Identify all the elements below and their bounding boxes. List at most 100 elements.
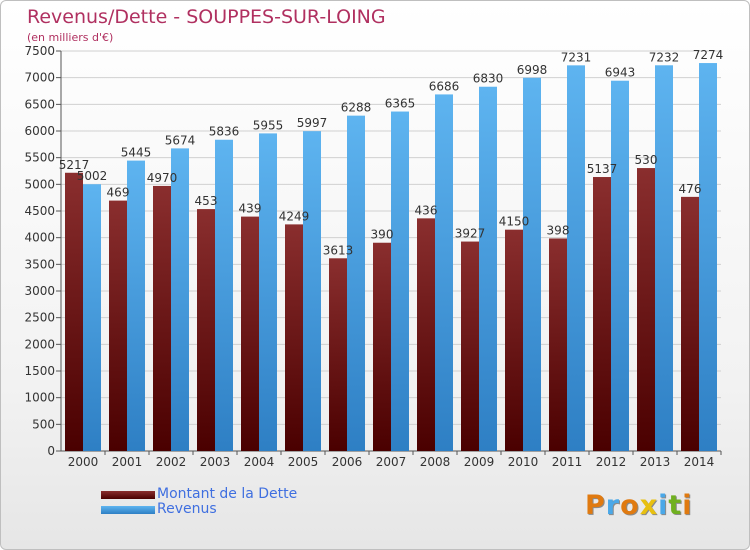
data-label: 6830 [473,72,504,86]
x-tick-label: 2000 [68,455,99,469]
x-tick-label: 2011 [552,455,583,469]
y-tick-label: 3000 [24,284,55,298]
bar-revenus [171,148,189,452]
data-label: 5836 [209,125,240,139]
data-label: 390 [371,228,394,242]
logo-letter: x [639,490,659,521]
bar-dette [285,224,303,451]
bars [65,63,717,452]
bar-revenus [567,65,585,451]
chart-subtitle: (en milliers d'€) [27,31,114,44]
data-label: 7231 [561,50,592,64]
x-tick-label: 2010 [508,455,539,469]
bar-revenus [127,160,145,451]
bar-dette [505,229,523,451]
bar-dette [461,241,479,451]
logo-letter: i [658,490,669,521]
bar-dette [241,216,259,451]
y-tick-label: 5500 [24,151,55,165]
y-tick-label: 7000 [24,71,55,85]
data-label: 5445 [121,146,152,160]
data-label: 453 [195,194,218,208]
x-tick-label: 2007 [376,455,407,469]
data-label: 4970 [147,171,178,185]
data-label: 469 [107,186,130,200]
data-label: 5955 [253,118,284,132]
bar-revenus [83,184,101,451]
y-tick-label: 5000 [24,177,55,191]
data-label: 6365 [385,97,416,111]
y-tick-label: 6000 [24,124,55,138]
logo-letter: P [585,490,606,521]
y-tick-label: 1000 [24,391,55,405]
bar-revenus [523,77,541,452]
data-label: 530 [635,153,658,167]
data-label: 3613 [323,243,354,257]
y-tick-label: 2000 [24,337,55,351]
proxiti-logo: Proxiti [585,490,693,521]
bar-dette [681,196,699,451]
x-tick-label: 2008 [420,455,451,469]
data-label: 4249 [279,209,310,223]
bar-dette [329,258,347,451]
data-label: 6686 [429,79,460,93]
data-label: 5997 [297,116,328,130]
x-tick-label: 2004 [244,455,275,469]
data-label: 398 [547,223,570,237]
bar-dette [153,185,171,451]
data-label: 6288 [341,101,372,115]
y-tick-label: 1500 [24,364,55,378]
bar-dette [637,168,655,452]
bar-revenus [303,131,321,451]
bar-dette [65,172,83,451]
x-tick-label: 2009 [464,455,495,469]
y-tick-label: 4000 [24,231,55,245]
data-label: 7232 [649,50,680,64]
data-label: 6943 [605,66,636,80]
x-tick-label: 2005 [288,455,319,469]
x-tick-label: 2014 [684,455,715,469]
data-label: 3927 [455,227,486,241]
bar-revenus [435,94,453,451]
data-label: 6998 [517,63,548,77]
bar-dette [417,218,435,451]
data-label: 436 [415,203,438,217]
bar-revenus [699,63,717,451]
axes: 0 500 1000 1500 2000 2500 3000 3500 4000 4500 5000… [24,44,722,469]
y-tick-label: 4500 [24,204,55,218]
x-tick-label: 2013 [640,455,671,469]
data-label: 5674 [165,133,196,147]
bar-dette [549,238,567,451]
x-tick-label: 2003 [200,455,231,469]
x-tick-label: 2002 [156,455,187,469]
y-tick-label: 7500 [24,44,55,58]
bar-dette [197,209,215,451]
data-label: 5217 [59,158,90,172]
x-tick-label: 2001 [112,455,143,469]
bar-revenus [391,111,409,452]
y-tick-label: 0 [47,444,55,458]
bar-dette [109,200,127,451]
bar-revenus [215,139,233,451]
y-tick-label: 2500 [24,311,55,325]
data-label: 476 [679,182,702,196]
logo-letter: r [605,490,621,521]
bar-revenus [611,80,629,451]
data-label: 5137 [587,162,618,176]
legend-swatch-dette [101,491,155,499]
logo-letter: o [620,490,640,521]
logo-letter: i [682,490,693,521]
data-label: 4150 [499,215,530,229]
bar-revenus [347,115,365,451]
x-tick-label: 2006 [332,455,363,469]
logo-letter: t [668,490,683,521]
chart-title: Revenus/Dette - SOUPPES-SUR-LOING [27,6,386,28]
bar-revenus [655,65,673,451]
x-tick-label: 2012 [596,455,627,469]
data-label: 439 [239,202,262,216]
bar-dette [593,177,611,451]
bar-revenus [259,133,277,451]
